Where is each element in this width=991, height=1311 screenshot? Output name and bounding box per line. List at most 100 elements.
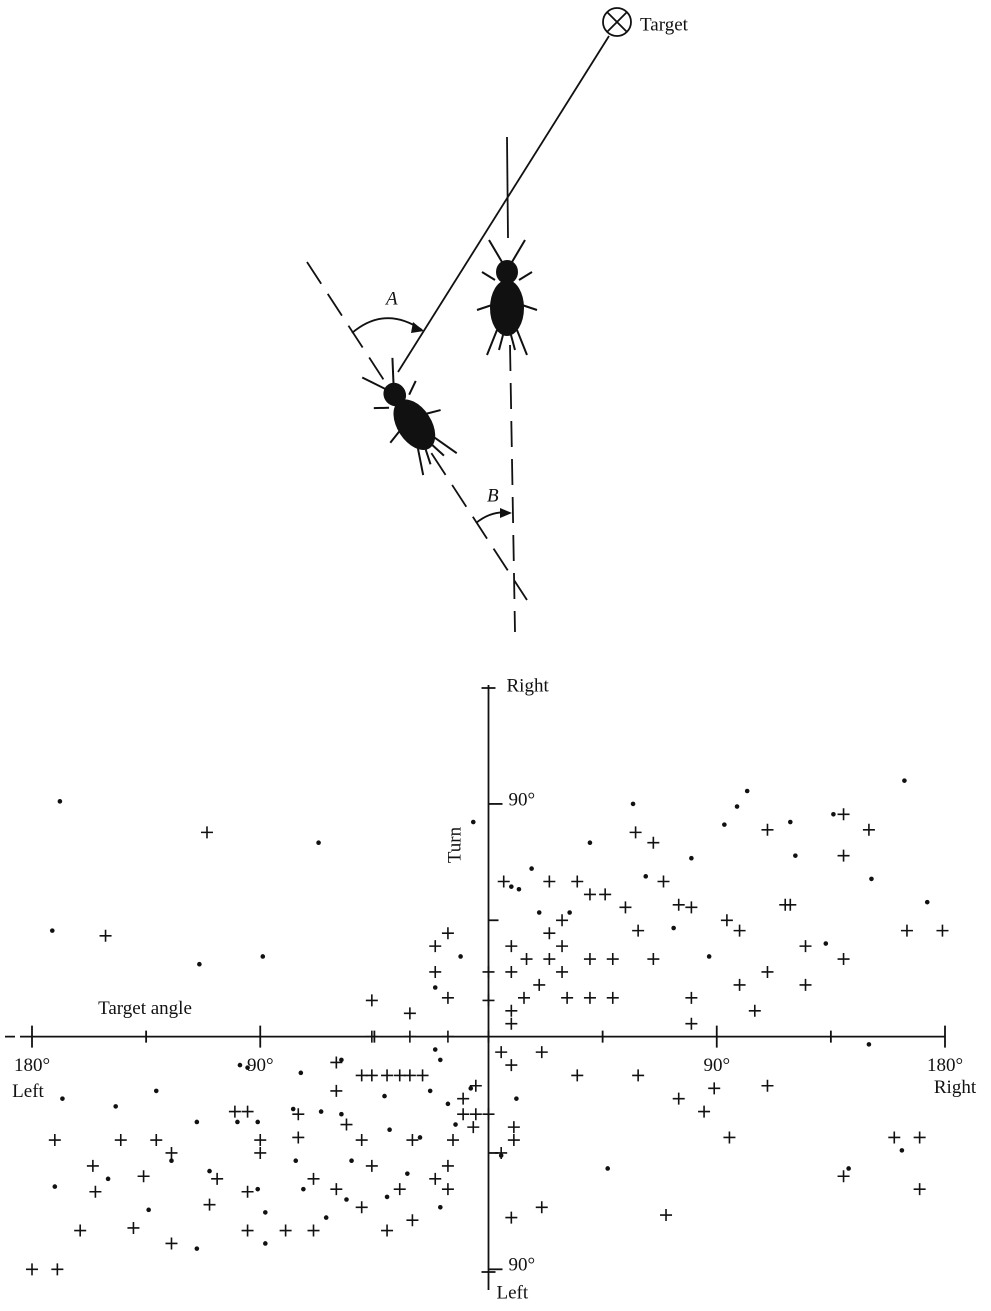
dot-point bbox=[235, 1119, 240, 1125]
cross-point bbox=[165, 1146, 178, 1159]
dot-point bbox=[432, 985, 438, 990]
cross-point bbox=[429, 940, 442, 953]
cross-point bbox=[505, 1004, 518, 1017]
cross-point bbox=[936, 924, 949, 937]
cross-point bbox=[505, 1211, 518, 1224]
cross-point bbox=[837, 849, 850, 862]
cross-point bbox=[355, 1201, 368, 1214]
x-tick-label: 180° bbox=[14, 1055, 50, 1076]
cross-point bbox=[99, 929, 112, 942]
cross-point bbox=[482, 1108, 495, 1121]
dot-point bbox=[438, 1057, 443, 1063]
cross-point bbox=[606, 953, 619, 966]
cross-point bbox=[543, 875, 556, 888]
cross-point bbox=[583, 953, 596, 966]
x-tick-label: 90° bbox=[703, 1055, 730, 1076]
dot-point bbox=[605, 1166, 610, 1171]
dot-point bbox=[382, 1093, 387, 1099]
cross-point bbox=[381, 1224, 394, 1237]
cross-point bbox=[720, 914, 733, 927]
diagram: Target A B bbox=[306, 7, 689, 633]
x-tick-label: 180° bbox=[927, 1055, 963, 1076]
dot-point bbox=[866, 1042, 872, 1047]
cross-point bbox=[629, 826, 642, 839]
cross-point bbox=[340, 1118, 353, 1131]
cross-point bbox=[482, 994, 495, 1007]
target-cross bbox=[606, 11, 628, 33]
dot-point bbox=[529, 866, 534, 871]
dot-point bbox=[630, 801, 636, 807]
cross-point bbox=[74, 1224, 87, 1237]
dot-point bbox=[793, 853, 798, 858]
dot-point bbox=[787, 819, 793, 825]
cross-point bbox=[505, 965, 518, 978]
dot-point bbox=[290, 1106, 296, 1112]
cross-point bbox=[200, 826, 213, 839]
dot-point bbox=[197, 961, 202, 967]
cross-point bbox=[114, 1134, 127, 1147]
dot-point bbox=[301, 1186, 306, 1192]
target-label: Target bbox=[640, 14, 689, 35]
cross-point bbox=[241, 1105, 254, 1118]
cross-point bbox=[292, 1131, 305, 1144]
cross-point bbox=[254, 1146, 267, 1159]
dot-point bbox=[263, 1241, 268, 1246]
cross-point bbox=[469, 1108, 482, 1121]
dot-point bbox=[263, 1210, 268, 1215]
cross-point bbox=[403, 1069, 416, 1082]
cross-point bbox=[837, 953, 850, 966]
cross-point bbox=[355, 1134, 368, 1147]
dot-point bbox=[438, 1204, 443, 1210]
cross-point bbox=[86, 1159, 99, 1172]
cross-point bbox=[556, 965, 569, 978]
cross-point bbox=[583, 888, 596, 901]
dot-point bbox=[298, 1070, 304, 1076]
arrow bbox=[500, 508, 512, 518]
cross-point bbox=[365, 1030, 378, 1043]
dot-point bbox=[846, 1166, 851, 1171]
cross-point bbox=[543, 927, 556, 940]
cross-point bbox=[672, 1092, 685, 1105]
y-end-label: Left bbox=[497, 1282, 529, 1303]
cross-point bbox=[330, 1084, 343, 1097]
dot-point bbox=[514, 1096, 519, 1101]
cross-point bbox=[441, 991, 454, 1004]
cross-point bbox=[583, 991, 596, 1004]
cross-point bbox=[799, 978, 812, 991]
cross-point bbox=[495, 1046, 508, 1059]
cross-point bbox=[505, 1017, 518, 1030]
cross-point bbox=[632, 924, 645, 937]
dot-point bbox=[643, 874, 649, 879]
cross-point bbox=[571, 875, 584, 888]
x-end-label: Right bbox=[934, 1077, 977, 1098]
cross-point bbox=[913, 1183, 926, 1196]
dot-point bbox=[924, 899, 930, 905]
dot-point bbox=[587, 840, 593, 846]
cross-point bbox=[307, 1224, 320, 1237]
y-end-label: Right bbox=[507, 675, 550, 696]
dot-point bbox=[255, 1186, 261, 1192]
x-axis-label: Target angle bbox=[98, 998, 192, 1019]
dot-point bbox=[899, 1148, 905, 1153]
dot-point bbox=[445, 1101, 451, 1107]
angle-a-label: A bbox=[384, 288, 398, 309]
cross-point bbox=[393, 1069, 406, 1082]
dot-point bbox=[498, 1153, 504, 1158]
dot-point bbox=[293, 1158, 299, 1164]
cross-point bbox=[723, 1131, 736, 1144]
x-tick-label: 90° bbox=[247, 1055, 274, 1076]
cross-point bbox=[507, 1121, 520, 1134]
cross-point bbox=[429, 1172, 442, 1185]
cross-point bbox=[685, 901, 698, 914]
cross-point bbox=[355, 1069, 368, 1082]
cross-point bbox=[254, 1134, 267, 1147]
cross-point bbox=[469, 1079, 482, 1092]
cross-point bbox=[441, 1183, 454, 1196]
dot-point bbox=[113, 1104, 118, 1109]
cross-point bbox=[799, 940, 812, 953]
cross-point bbox=[292, 1108, 305, 1121]
dot-point bbox=[52, 1184, 58, 1189]
cross-point bbox=[913, 1131, 926, 1144]
cross-point bbox=[457, 1108, 470, 1121]
